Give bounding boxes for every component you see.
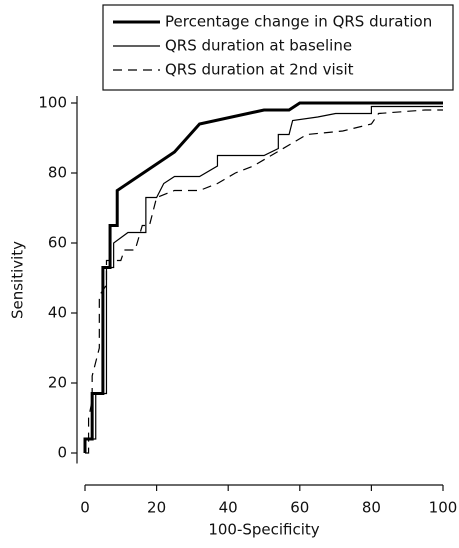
y-tick-label: 0 <box>57 444 67 462</box>
y-axis-label: Sensitivity <box>9 241 27 319</box>
x-tick-label: 20 <box>147 499 166 517</box>
legend-label: Percentage change in QRS duration <box>165 13 432 31</box>
legend-label: QRS duration at 2nd visit <box>165 61 354 79</box>
roc-line <box>83 101 443 453</box>
legend-box <box>102 4 454 91</box>
x-tick-label: 60 <box>290 499 309 517</box>
roc-line <box>85 109 443 454</box>
y-tick-label: 20 <box>48 374 67 392</box>
legend-label: QRS duration at baseline <box>165 37 352 55</box>
roc-line <box>84 105 443 453</box>
x-tick-label: 0 <box>80 499 90 517</box>
y-tick-label: 100 <box>38 94 67 112</box>
x-axis-label: 100-Specificity <box>208 521 319 539</box>
x-tick-label: 40 <box>219 499 238 517</box>
y-tick-label: 80 <box>48 164 67 182</box>
x-tick-label: 80 <box>362 499 381 517</box>
y-tick-label: 60 <box>48 234 67 252</box>
y-tick-label: 40 <box>48 304 67 322</box>
x-tick-label: 100 <box>429 499 458 517</box>
